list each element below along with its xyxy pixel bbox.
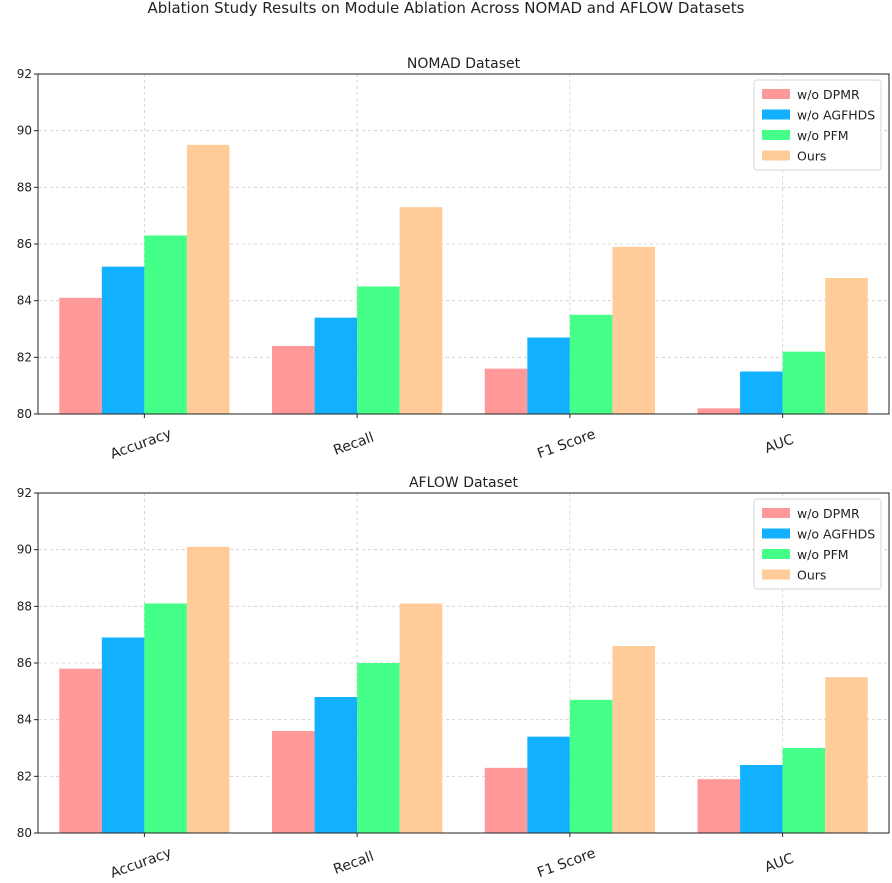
aflow-bar-w-o-pfm-recall bbox=[357, 663, 400, 833]
aflow-chart-title: AFLOW Dataset bbox=[409, 475, 519, 491]
nomad-legend-swatch-ours bbox=[762, 150, 790, 161]
aflow-x-tick-label: Accuracy bbox=[108, 845, 174, 882]
nomad-legend-label-w-o-agfhds: w/o AGFHDS bbox=[797, 108, 875, 123]
aflow-y-tick-label: 82 bbox=[17, 769, 32, 783]
nomad-bar-w-o-dpmr-accuracy bbox=[59, 297, 102, 414]
aflow-legend-label-w-o-pfm: w/o PFM bbox=[797, 547, 849, 562]
nomad-legend-label-w-o-pfm: w/o PFM bbox=[797, 128, 849, 143]
nomad-bar-w-o-pfm-f1-score bbox=[569, 314, 613, 414]
nomad-bar-w-o-dpmr-auc bbox=[697, 408, 741, 414]
aflow-y-tick-label: 80 bbox=[17, 826, 32, 840]
nomad-x-tick-label: F1 Score bbox=[535, 426, 597, 462]
nomad-legend-swatch-w-o-dpmr bbox=[762, 89, 790, 99]
nomad-bar-ours-recall bbox=[399, 207, 443, 414]
aflow-bar-w-o-dpmr-f1-score bbox=[484, 767, 528, 833]
aflow-legend-swatch-ours bbox=[762, 569, 790, 580]
aflow-bar-ours-auc bbox=[825, 677, 868, 833]
aflow-bar-w-o-agfhds-recall bbox=[314, 697, 358, 833]
nomad-y-tick-label: 84 bbox=[17, 294, 32, 308]
aflow-x-tick-label: AUC bbox=[763, 851, 796, 876]
aflow-bar-w-o-dpmr-auc bbox=[697, 779, 741, 833]
aflow-bar-w-o-dpmr-recall bbox=[272, 731, 315, 833]
nomad-y-tick-label: 88 bbox=[17, 180, 32, 194]
nomad-x-tick-label: AUC bbox=[763, 432, 796, 457]
nomad-bar-w-o-pfm-recall bbox=[357, 286, 400, 414]
aflow-x-tick-label: Recall bbox=[331, 849, 376, 878]
aflow-y-tick-label: 88 bbox=[17, 599, 32, 613]
nomad-bar-ours-auc bbox=[825, 278, 868, 414]
aflow-legend-label-w-o-dpmr: w/o DPMR bbox=[797, 506, 860, 521]
nomad-y-tick-label: 86 bbox=[17, 237, 32, 251]
aflow-chart-panel: AFLOW Dataset 80 82 84 86 88 90 92 Accuracy Recal… bbox=[17, 475, 890, 882]
aflow-bar-w-o-agfhds-auc bbox=[740, 765, 783, 833]
figure-title: Ablation Study Results on Module Ablatio… bbox=[148, 0, 745, 17]
aflow-bar-w-o-pfm-auc bbox=[782, 748, 826, 833]
aflow-bar-w-o-pfm-accuracy bbox=[144, 603, 187, 833]
aflow-bar-w-o-pfm-f1-score bbox=[569, 699, 613, 833]
nomad-bar-w-o-agfhds-auc bbox=[740, 371, 783, 414]
aflow-legend-swatch-w-o-agfhds bbox=[762, 528, 790, 539]
nomad-y-tick-label: 80 bbox=[17, 407, 32, 421]
nomad-bar-w-o-agfhds-recall bbox=[314, 317, 358, 414]
nomad-chart-title: NOMAD Dataset bbox=[407, 56, 521, 72]
aflow-bar-ours-accuracy bbox=[186, 546, 230, 833]
aflow-y-tick-label: 90 bbox=[17, 543, 32, 557]
aflow-bar-w-o-agfhds-accuracy bbox=[101, 637, 145, 833]
nomad-bar-ours-accuracy bbox=[186, 144, 230, 415]
nomad-legend-label-w-o-dpmr: w/o DPMR bbox=[797, 87, 860, 102]
nomad-chart-panel: NOMAD Dataset 80 82 84 86 88 90 92 Accuracy Recal… bbox=[17, 56, 890, 463]
aflow-legend-label-ours: Ours bbox=[797, 568, 826, 583]
nomad-bar-w-o-pfm-accuracy bbox=[144, 235, 187, 414]
nomad-bar-w-o-dpmr-f1-score bbox=[484, 368, 528, 414]
nomad-bar-ours-f1-score bbox=[612, 246, 655, 414]
nomad-legend-label-ours: Ours bbox=[797, 149, 826, 164]
nomad-bar-w-o-pfm-auc bbox=[782, 351, 826, 414]
aflow-x-tick-label: F1 Score bbox=[535, 845, 597, 881]
nomad-bar-w-o-agfhds-accuracy bbox=[101, 266, 145, 414]
nomad-x-tick-label: Accuracy bbox=[108, 426, 174, 463]
nomad-legend: w/o DPMR w/o AGFHDS w/o PFM Ours bbox=[753, 79, 882, 171]
aflow-bar-w-o-dpmr-accuracy bbox=[59, 668, 102, 833]
aflow-legend-swatch-w-o-pfm bbox=[762, 549, 790, 559]
nomad-legend-swatch-w-o-agfhds bbox=[762, 109, 790, 120]
nomad-x-tick-label: Recall bbox=[331, 430, 376, 459]
nomad-y-tick-label: 90 bbox=[17, 124, 32, 138]
nomad-legend-swatch-w-o-pfm bbox=[762, 130, 790, 140]
nomad-legend-box bbox=[753, 79, 882, 171]
nomad-bar-w-o-agfhds-f1-score bbox=[527, 337, 570, 414]
aflow-bar-ours-recall bbox=[399, 603, 443, 833]
aflow-y-tick-label: 84 bbox=[17, 713, 32, 727]
aflow-bar-w-o-agfhds-f1-score bbox=[527, 736, 570, 833]
aflow-legend-box bbox=[753, 498, 882, 590]
aflow-legend: w/o DPMR w/o AGFHDS w/o PFM Ours bbox=[753, 498, 882, 590]
nomad-y-tick-label: 92 bbox=[17, 67, 32, 81]
aflow-axes-frame bbox=[37, 492, 890, 834]
aflow-legend-swatch-w-o-dpmr bbox=[762, 508, 790, 518]
aflow-legend-label-w-o-agfhds: w/o AGFHDS bbox=[797, 527, 875, 542]
aflow-y-tick-label: 92 bbox=[17, 486, 32, 500]
aflow-bar-ours-f1-score bbox=[612, 646, 655, 833]
aflow-y-tick-label: 86 bbox=[17, 656, 32, 670]
nomad-y-tick-label: 82 bbox=[17, 350, 32, 364]
nomad-axes-frame bbox=[37, 73, 890, 415]
nomad-bar-w-o-dpmr-recall bbox=[272, 346, 315, 414]
